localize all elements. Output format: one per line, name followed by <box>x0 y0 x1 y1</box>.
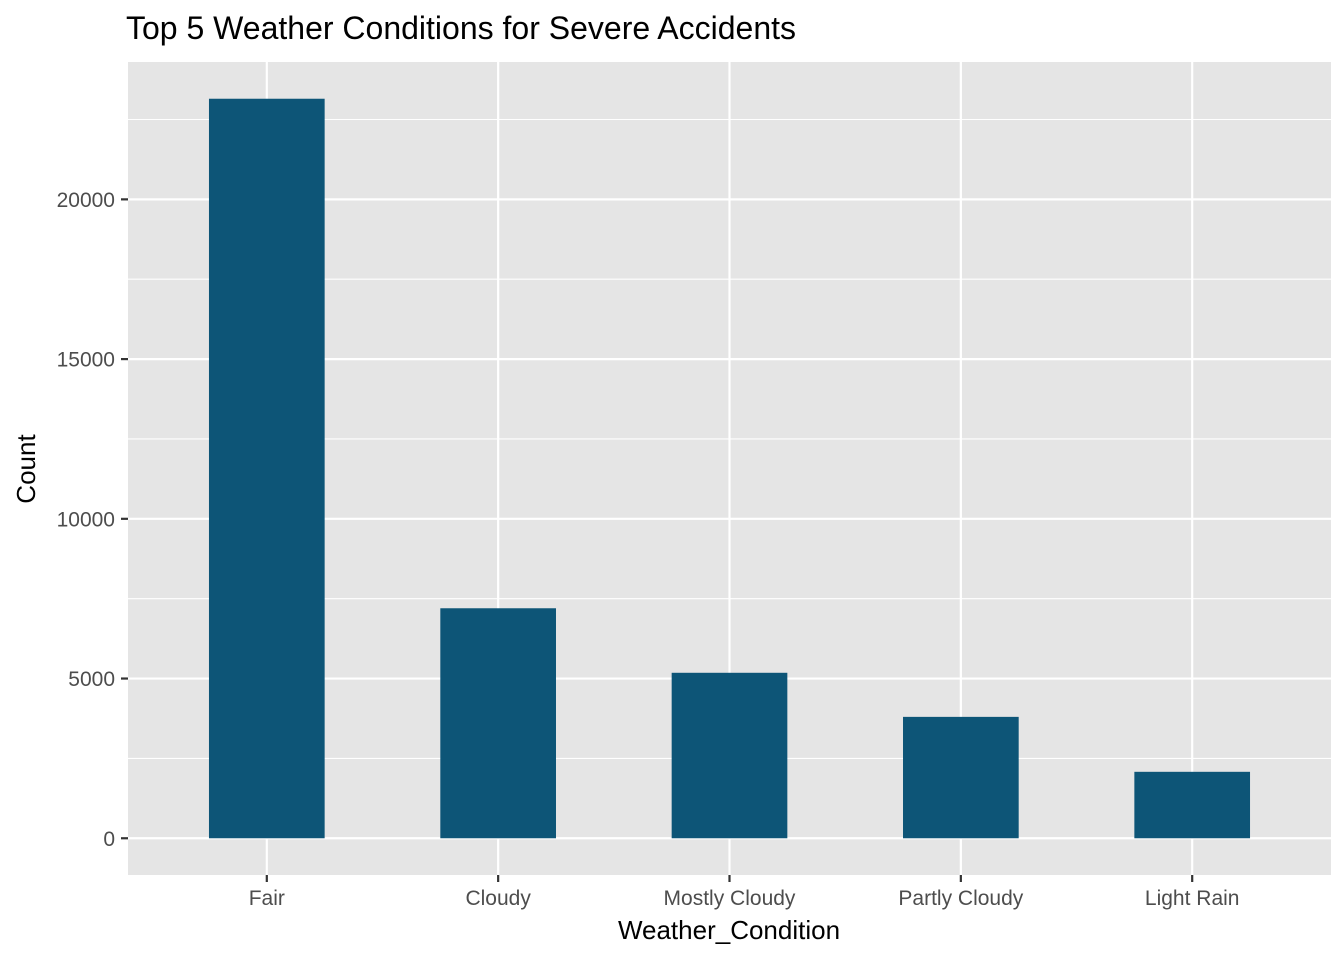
bar-cloudy <box>440 608 556 839</box>
y-tick-label: 15000 <box>57 349 115 372</box>
x-tick-label: Partly Cloudy <box>898 887 1023 910</box>
x-axis: Fair Cloudy Mostly Cloudy Partly Cloudy Ligh… <box>249 875 1240 910</box>
bar-fair <box>208 98 325 839</box>
x-tick-label: Fair <box>249 887 285 910</box>
bar-partly-cloudy <box>903 716 1019 839</box>
y-axis: 0 5000 10000 15000 20000 <box>57 189 128 851</box>
x-axis-title: Weather_Condition <box>618 915 840 945</box>
bar-mostly-cloudy <box>671 672 788 839</box>
bars <box>208 98 1251 839</box>
y-tick-label: 20000 <box>57 189 115 212</box>
y-tick-label: 10000 <box>57 508 115 531</box>
x-tick-label: Mostly Cloudy <box>664 887 796 910</box>
y-tick-label: 0 <box>103 828 115 851</box>
chart-title: Top 5 Weather Conditions for Severe Acci… <box>126 10 796 46</box>
x-tick-label: Cloudy <box>465 887 531 910</box>
y-axis-title: Count <box>11 434 41 504</box>
y-tick-label: 5000 <box>68 668 115 691</box>
bar-light-rain <box>1134 771 1251 839</box>
x-tick-label: Light Rain <box>1145 887 1240 910</box>
